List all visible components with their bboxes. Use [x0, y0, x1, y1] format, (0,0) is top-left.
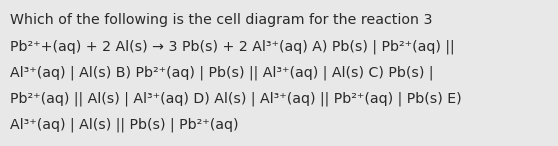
Text: Pb²⁺(aq) || Al(s) | Al³⁺(aq) D) Al(s) | Al³⁺(aq) || Pb²⁺(aq) | Pb(s) E): Pb²⁺(aq) || Al(s) | Al³⁺(aq) D) Al(s) | …: [10, 91, 461, 106]
Text: Pb²⁺+(aq) + 2 Al(s) → 3 Pb(s) + 2 Al³⁺(aq) A) Pb(s) | Pb²⁺(aq) ||: Pb²⁺+(aq) + 2 Al(s) → 3 Pb(s) + 2 Al³⁺(a…: [10, 39, 455, 54]
Text: Al³⁺(aq) | Al(s) B) Pb²⁺(aq) | Pb(s) || Al³⁺(aq) | Al(s) C) Pb(s) |: Al³⁺(aq) | Al(s) B) Pb²⁺(aq) | Pb(s) || …: [10, 65, 434, 80]
Text: Which of the following is the cell diagram for the reaction 3: Which of the following is the cell diagr…: [10, 13, 432, 27]
Text: Al³⁺(aq) | Al(s) || Pb(s) | Pb²⁺(aq): Al³⁺(aq) | Al(s) || Pb(s) | Pb²⁺(aq): [10, 117, 238, 132]
